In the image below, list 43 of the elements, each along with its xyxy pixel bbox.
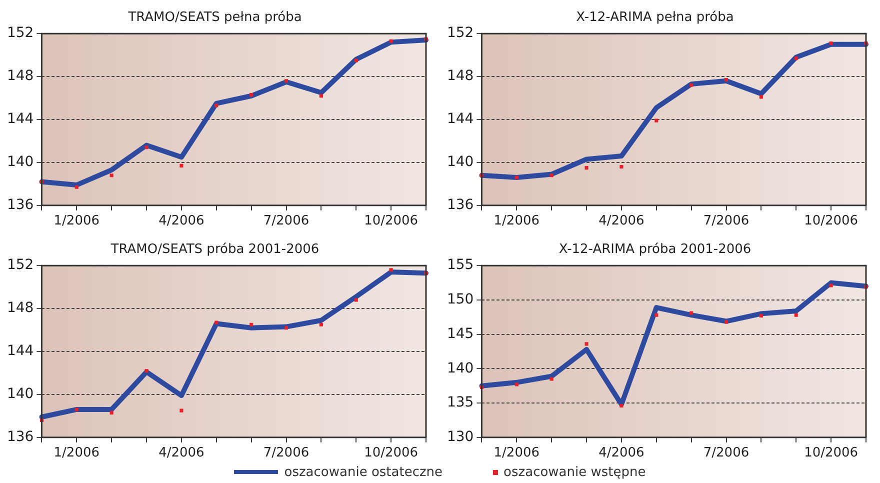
y-tick-label: 140 [446,360,474,376]
y-tick-label: 130 [446,429,474,446]
y-tick-label: 135 [446,394,474,411]
y-tick-label: 140 [6,386,34,402]
x-tick-label: 7/2006 [263,214,310,229]
y-tick-label: 150 [446,292,474,308]
y-tick-label: 140 [6,154,34,170]
x-tick-label: 7/2006 [263,446,310,461]
y-tick-label: 144 [446,111,474,128]
chart-title: TRAMO/SEATS pełna próba [127,10,302,26]
y-tick-label: 148 [446,68,474,84]
legend-label: oszacowanie wstępne [504,464,646,480]
y-tick-label: 145 [446,326,474,342]
y-tick-label: 148 [6,68,34,84]
x-tick-label: 4/2006 [598,214,644,229]
x-tick-label: 1/2006 [494,214,540,229]
x-tick-label: 1/2006 [494,446,540,461]
x-tick-label: 1/2006 [54,446,100,461]
y-tick-label: 136 [6,197,34,214]
x-tick-label: 7/2006 [703,446,750,461]
x-tick-label: 4/2006 [158,214,204,229]
chart-title: X-12-ARIMA próba 2001-2006 [558,242,752,258]
x-tick-label: 10/2006 [804,214,858,229]
y-tick-label: 136 [6,429,34,446]
y-tick-label: 152 [446,25,474,42]
legend-label: oszacowanie ostateczne [284,464,443,480]
chart-title: TRAMO/SEATS próba 2001-2006 [110,242,320,258]
x-tick-label: 10/2006 [364,446,418,461]
x-tick-label: 4/2006 [598,446,644,461]
x-tick-label: 4/2006 [158,446,204,461]
y-tick-label: 152 [6,25,34,42]
x-tick-label: 10/2006 [364,214,418,229]
x-tick-label: 10/2006 [804,446,858,461]
x-tick-label: 1/2006 [54,214,100,229]
y-tick-label: 148 [6,300,34,316]
y-tick-label: 144 [6,111,34,128]
y-tick-label: 144 [6,343,34,360]
x-tick-label: 7/2006 [703,214,750,229]
y-tick-label: 136 [446,197,474,214]
y-tick-label: 155 [446,257,474,274]
y-tick-label: 140 [446,154,474,170]
chart-title: X-12-ARIMA pełna próba [576,10,734,26]
y-tick-label: 152 [6,257,34,274]
